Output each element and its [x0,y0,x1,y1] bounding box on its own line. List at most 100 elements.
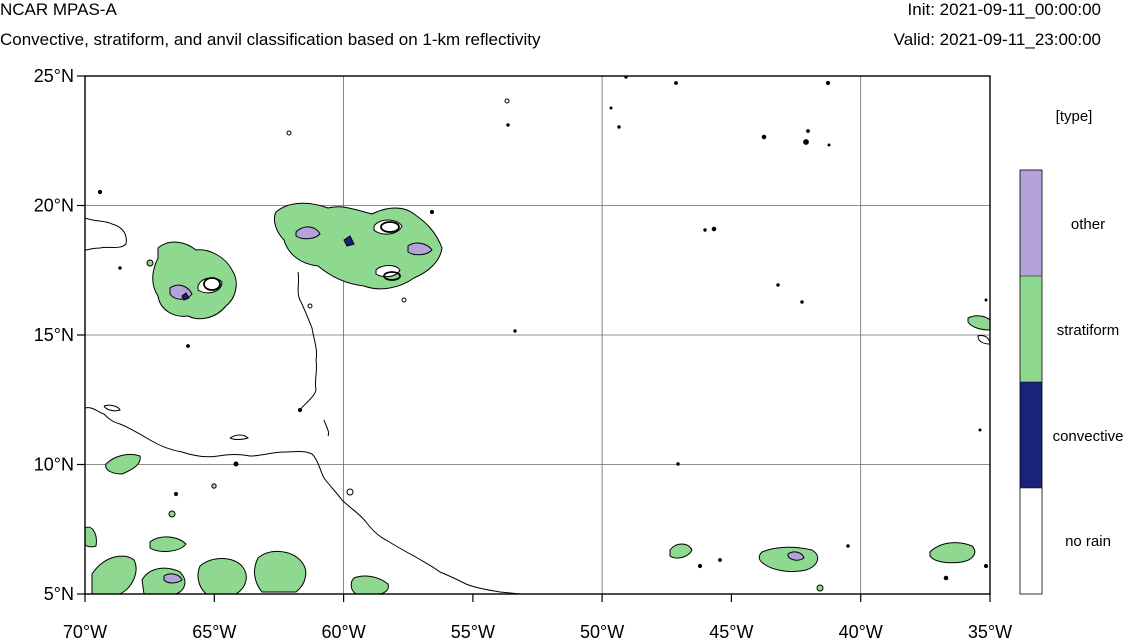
dot [346,488,354,496]
cell-east-atlantic-1 [669,543,693,559]
cell-guiana-6 [350,575,389,594]
y-axis-labels: 25°N 20°N 15°N 10°N 5°N [34,66,74,604]
cell-guiana-1 [91,555,137,594]
cell-guiana-3 [149,536,187,552]
legend-swatch-convective [1020,382,1042,488]
legend-label-no-rain: no rain [1065,533,1111,550]
dot [984,298,988,302]
init-label: Init: [907,0,935,19]
x-axis-labels: 70°W 65°W 60°W 55°W 50°W 45°W 40°W 35°W [63,622,1012,641]
dot [846,544,850,548]
cell-east-atlantic-anvil [787,551,805,561]
dot [617,125,621,129]
x-tick-label: 70°W [63,622,107,641]
dot [513,329,517,333]
legend-swatch-stratiform [1020,276,1042,382]
dot [286,130,292,136]
y-tick-label: 5°N [44,584,74,604]
dot [827,143,831,147]
dot [718,558,722,562]
cell-central-anvil-a [295,226,321,240]
x-tick-label: 50°W [580,622,624,641]
dot [761,134,767,140]
coastline-hispaniola [85,217,127,251]
x-tick-label: 55°W [451,622,495,641]
map-subtitle: Convective, stratiform, and anvil classi… [0,30,541,49]
cell-east-atlantic-2 [758,546,819,573]
dot [943,575,949,581]
dot [506,123,510,127]
dot [297,407,303,413]
cell-east-edge-1 [967,315,990,331]
coastlines [85,217,521,594]
dot [816,584,824,592]
axis-ticks [77,75,991,602]
x-tick-label: 40°W [839,622,883,641]
cell-hispaniola-north-core [181,292,190,301]
valid-value: 2021-09-11_23:00:00 [939,30,1101,49]
dot [504,98,510,104]
dot [168,510,176,518]
legend-swatch-no-rain [1020,488,1042,594]
cell-guiana-4 [197,558,247,594]
cell-guiana-5 [254,551,307,593]
dot [806,129,810,133]
y-tick-label: 15°N [34,325,74,345]
map-title: NCAR MPAS-A [0,0,117,19]
dot [186,344,190,348]
dot [429,209,435,215]
cell-east-atlantic-3 [929,542,976,564]
cell-central-ring-a [380,221,400,233]
cell-guiana-anvil [163,573,183,584]
x-tick-label: 35°W [968,622,1012,641]
dot [307,303,313,309]
legend-label-convective: convective [1053,428,1124,445]
dot [173,491,179,497]
init-time: Init: 2021-09-11_00:00:00 [908,0,1101,20]
cell-hispaniola-north [152,241,237,320]
dot [800,300,804,304]
dot [97,189,103,195]
dot [233,461,239,467]
y-tick-label: 10°N [34,455,74,475]
dot [703,228,707,232]
y-tick-label: 25°N [34,66,74,86]
y-tick-label: 20°N [34,196,74,216]
coastline-lesser-antilles [297,271,329,437]
dot [697,563,703,569]
dot [983,563,989,569]
dot [711,226,717,232]
coastline-islet-b [229,434,249,440]
dot [211,483,217,489]
cell-venezuela-coast [105,453,141,475]
dot [609,106,613,110]
dot [676,462,680,466]
cell-central-core [343,235,355,247]
dot [825,80,831,86]
init-value: 2021-09-11_00:00:00 [939,0,1101,19]
cell-central-anvil-b [407,242,433,256]
cell-east-edge-2 [977,335,990,345]
x-tick-label: 65°W [192,622,236,641]
cell-north-ring [203,277,221,291]
valid-label: Valid: [893,30,935,49]
legend: [type] other stratiform convective no ra… [1019,108,1124,595]
dot [803,139,809,145]
legend-label-stratiform: stratiform [1057,322,1120,339]
x-tick-label: 60°W [321,622,365,641]
dot [978,428,982,432]
coastline-islet-a [103,404,121,412]
legend-title: [type] [1056,108,1093,125]
dot [776,283,780,287]
valid-time: Valid: 2021-09-11_23:00:00 [894,30,1101,50]
dot [118,266,122,270]
dot [674,81,678,85]
precip-patches [85,76,990,594]
x-tick-label: 45°W [709,622,753,641]
legend-label-other: other [1071,216,1105,233]
cell-central-ring-b [383,271,401,281]
cell-central-hole-b [375,265,401,278]
legend-swatch-other [1020,170,1042,276]
dot [146,259,154,267]
